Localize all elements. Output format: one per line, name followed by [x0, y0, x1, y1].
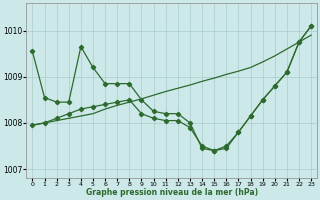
- X-axis label: Graphe pression niveau de la mer (hPa): Graphe pression niveau de la mer (hPa): [86, 188, 258, 197]
